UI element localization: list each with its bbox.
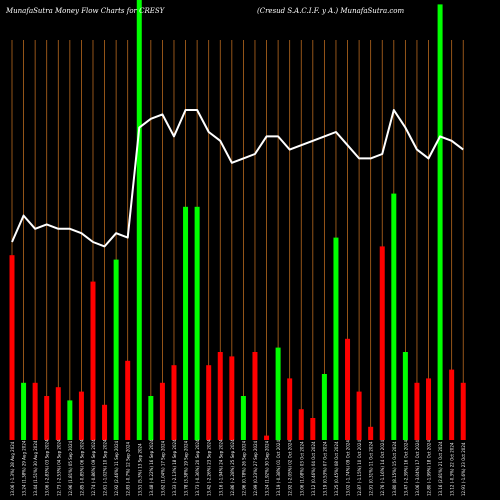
x-tick-label: 13.24 (1.92%) 30 Sep 2024 <box>265 440 270 496</box>
x-tick-label: 13.16 (-1.94%) 24 Sep 2024 <box>218 439 223 496</box>
chart-subtitle: (Cresud S.A.C.I.F. y A.) MunafaSutra.com <box>257 7 405 15</box>
x-tick-label: 13.47 (-2.39%) 16 Oct 2024 <box>403 440 408 496</box>
x-tick-label: 13.12 (0.46%) 04 Oct 2024 <box>311 441 316 496</box>
bar-32 <box>368 426 374 440</box>
x-tick-label: 12.76 (-1.16%) 14 Oct 2024 <box>380 440 385 496</box>
bar-20 <box>229 356 235 440</box>
bar-23 <box>264 435 270 440</box>
bar-28 <box>321 374 327 440</box>
x-tick-label: 12.91 (0.31%) 11 Oct 2024 <box>369 441 374 496</box>
bars <box>9 0 466 441</box>
x-tick-label: 13.51 (5.3%) 13 Sep 2024 <box>137 443 142 496</box>
bar-9 <box>102 404 108 440</box>
bar-14 <box>159 382 165 440</box>
money-flow-polyline <box>11 109 464 248</box>
x-tick-label: 12.61 (-1.02%) 10 Sep 2024 <box>103 439 108 496</box>
x-tick-label: 13.78 (3.38%) 19 Sep 2024 <box>184 440 189 496</box>
bar-4 <box>44 396 50 440</box>
chart-title: MunafaSutra Money Flow Charts for CRESY <box>6 7 165 15</box>
x-tick-label: 12.83 (-0.7%) 12 Sep 2024 <box>126 441 131 496</box>
bar-8 <box>90 281 96 440</box>
bar-7 <box>78 391 84 440</box>
x-tick-label: 12.86 (-2.28%) 25 Sep 2024 <box>230 439 235 496</box>
bar-10 <box>113 259 119 440</box>
bar-2 <box>21 382 27 440</box>
bar-30 <box>345 338 351 440</box>
x-tick-label: 13.06 (-2.83%) 03 Sep 2024 <box>45 439 50 496</box>
x-tick-labels: 13.06 (-1.3%) 28 Aug 2024 13.24 (1.38%) 2… <box>10 439 466 496</box>
x-tick-label: 13.80 (8.15%) 15 Oct 2024 <box>392 441 397 496</box>
bar-39 <box>449 369 455 440</box>
x-tick-label: 13.06 (1.08%) 03 Oct 2024 <box>299 441 304 496</box>
x-tick-label: 13.44 (1.51%) 30 Aug 2024 <box>33 440 38 496</box>
x-tick-label: 13.25 (0.45%) 08 Oct 2024 <box>334 441 339 496</box>
x-tick-label: 13.42 (-2.26%) 23 Sep 2024 <box>207 439 212 496</box>
x-tick-label: 12.96 (0.78%) 26 Sep 2024 <box>241 440 246 496</box>
x-tick-label: 13.62 (1.04%) 17 Sep 2024 <box>160 440 165 496</box>
bar-3 <box>32 382 38 440</box>
x-tick-label: 12.73 (-2.53%) 04 Sep 2024 <box>56 439 61 496</box>
x-tick-label: 13.16 (2.81%) 21 Oct 2024 <box>438 441 443 496</box>
x-tick-label: 13.24 (1.38%) 29 Aug 2024 <box>22 440 27 496</box>
bar-19 <box>217 352 223 440</box>
x-tick-label: 12.85 (-0.85%) 06 Sep 2024 <box>79 439 84 496</box>
bar-40 <box>460 382 466 440</box>
x-tick-label: 13.19 (-0.38%) 01 Oct 2024 <box>276 440 281 496</box>
bar-27 <box>310 418 316 440</box>
bar-11 <box>125 360 131 440</box>
bar-26 <box>298 409 304 440</box>
x-tick-label: 13.12 (-0.3%) 22 Oct 2024 <box>450 442 455 496</box>
bar-5 <box>55 387 61 440</box>
bar-22 <box>252 352 258 440</box>
x-tick-label: 12.80 (-1.99%) 18 Oct 2024 <box>427 440 432 496</box>
bar-25 <box>287 378 293 440</box>
bar-37 <box>426 378 432 440</box>
bar-1 <box>9 255 15 440</box>
x-tick-label: 12.92 (2.46%) 11 Sep 2024 <box>114 440 119 496</box>
bar-12 <box>136 0 142 440</box>
bar-18 <box>206 365 212 440</box>
bar-33 <box>379 246 385 440</box>
x-tick-label: 13.33 (-2.13%) 18 Sep 2024 <box>172 439 177 496</box>
x-tick-label: 13.19 (0.53%) 07 Oct 2024 <box>322 441 327 496</box>
bar-35 <box>402 352 408 440</box>
bar-13 <box>148 396 154 440</box>
bar-16 <box>183 206 189 440</box>
x-tick-label: 12.74 (-0.86%) 09 Sep 2024 <box>91 439 96 496</box>
money-flow-line <box>11 109 464 248</box>
x-tick-label: 12.92 (-2.05%) 02 Oct 2024 <box>288 440 293 496</box>
bar-34 <box>391 193 397 440</box>
bar-31 <box>356 391 362 440</box>
bar-15 <box>171 365 177 440</box>
x-tick-label: 13.06 (-1.3%) 28 Aug 2024 <box>10 441 15 496</box>
bar-21 <box>240 396 246 440</box>
x-tick-label: 13.48 (-0.22%) 16 Sep 2024 <box>149 439 154 496</box>
bar-38 <box>437 4 443 441</box>
x-tick-label: 12.99 (0.23%) 27 Sep 2024 <box>253 440 258 496</box>
x-tick-label: 12.91 (-1.6%) 23 Oct 2024 <box>461 442 466 496</box>
bar-36 <box>414 382 420 440</box>
x-tick-label: 13.06 (-3.04%) 17 Oct 2024 <box>415 440 420 496</box>
x-tick-label: 13.73 (-0.36%) 20 Sep 2024 <box>195 439 200 496</box>
x-tick-label: 12.96 (1.81%) 05 Sep 2024 <box>68 440 73 496</box>
bar-24 <box>275 347 281 440</box>
x-tick-label: 12.87 (-1.15%) 10 Oct 2024 <box>357 440 362 496</box>
bar-17 <box>194 206 200 440</box>
bar-6 <box>67 400 73 440</box>
bar-29 <box>333 237 339 440</box>
x-tick-label: 13.02 (-1.74%) 09 Oct 2024 <box>346 440 351 496</box>
